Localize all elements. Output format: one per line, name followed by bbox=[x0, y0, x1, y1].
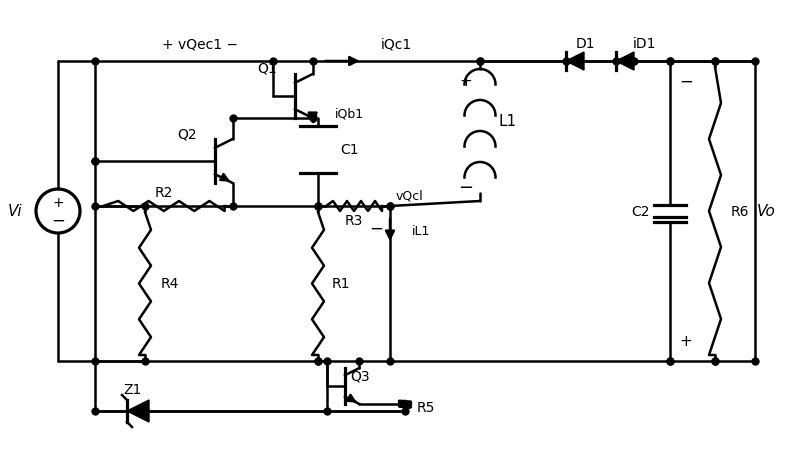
Text: R4: R4 bbox=[161, 277, 179, 291]
Text: vQcl: vQcl bbox=[396, 189, 424, 202]
Text: R2: R2 bbox=[154, 186, 173, 199]
Text: +: + bbox=[460, 74, 472, 89]
Text: R6: R6 bbox=[731, 205, 750, 219]
Text: L1: L1 bbox=[498, 114, 516, 129]
Text: Vo: Vo bbox=[757, 204, 776, 219]
Text: D1: D1 bbox=[575, 37, 595, 51]
Text: + vQec1 −: + vQec1 − bbox=[162, 37, 238, 51]
Text: iD1: iD1 bbox=[634, 37, 657, 51]
Text: −: − bbox=[369, 220, 383, 238]
Text: Q2: Q2 bbox=[178, 127, 197, 141]
Text: +: + bbox=[680, 334, 692, 349]
Text: C1: C1 bbox=[340, 143, 358, 157]
Text: R5: R5 bbox=[417, 400, 435, 414]
Text: −: − bbox=[458, 179, 474, 197]
Text: iQb1: iQb1 bbox=[334, 107, 364, 120]
Text: −: − bbox=[51, 212, 65, 230]
Text: Vi: Vi bbox=[7, 204, 22, 219]
Text: Z1: Z1 bbox=[124, 382, 142, 396]
Text: iL1: iL1 bbox=[412, 225, 430, 238]
Text: C2: C2 bbox=[631, 205, 650, 219]
Text: Q1: Q1 bbox=[258, 62, 277, 76]
Text: +: + bbox=[52, 196, 64, 210]
Text: −: − bbox=[679, 73, 693, 91]
Text: Q3: Q3 bbox=[350, 369, 370, 383]
Text: R1: R1 bbox=[332, 277, 350, 291]
Polygon shape bbox=[566, 53, 584, 71]
Text: R3: R3 bbox=[345, 213, 363, 227]
Text: iQc1: iQc1 bbox=[381, 37, 412, 51]
Polygon shape bbox=[616, 53, 634, 71]
Polygon shape bbox=[127, 400, 149, 422]
